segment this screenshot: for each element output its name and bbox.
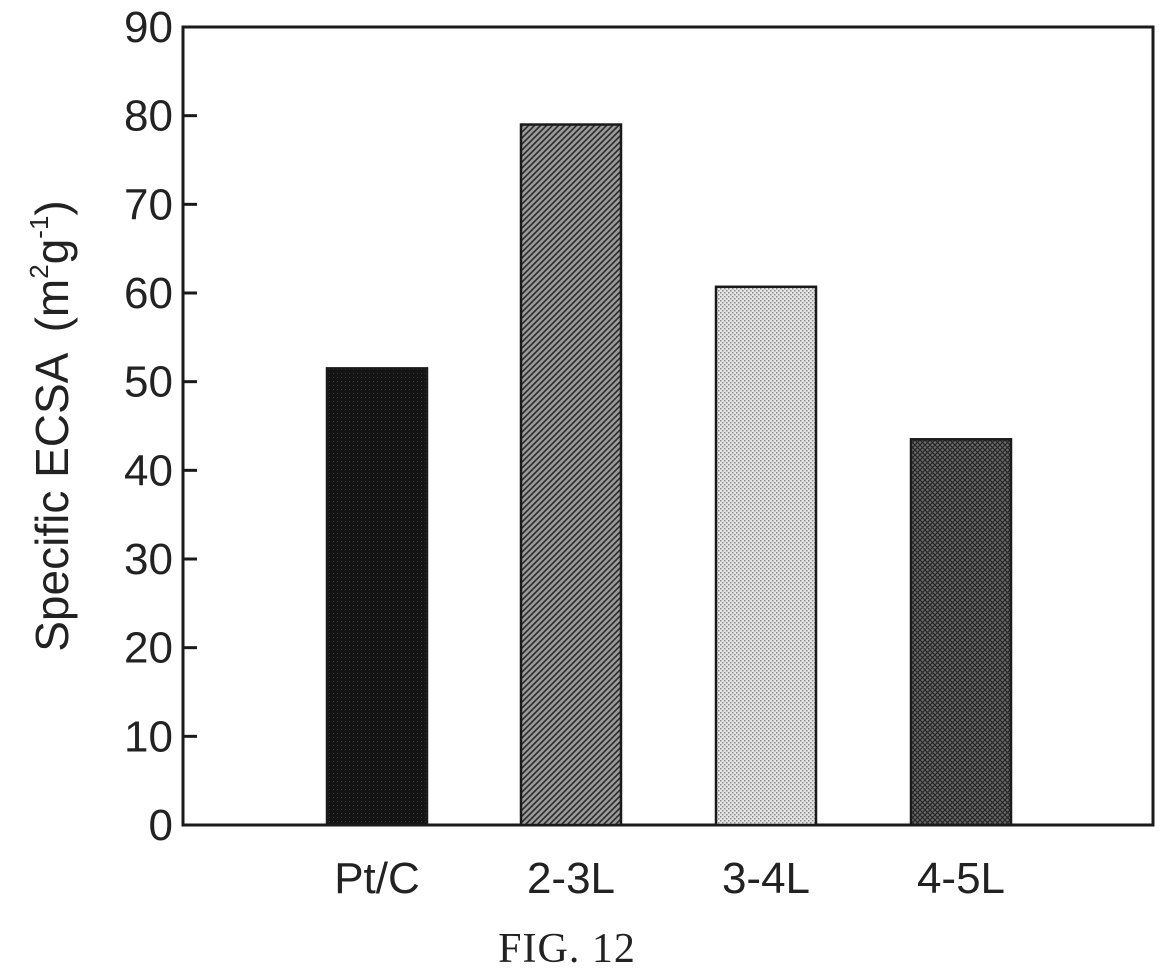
figure-caption: FIG. 12 — [498, 926, 636, 972]
bars — [325, 123, 1013, 827]
y-tick-label: 50 — [124, 358, 173, 407]
y-tick-label: 70 — [124, 180, 173, 229]
x-category-label: Pt/C — [334, 854, 420, 903]
plot-frame — [181, 25, 1155, 827]
y-tick-label: 90 — [124, 3, 173, 52]
x-category-label: 2-3L — [527, 854, 615, 903]
bar-2-3l — [519, 123, 623, 827]
bar-pt-c — [325, 367, 429, 827]
x-category-label: 3-4L — [722, 854, 810, 903]
y-axis-title: Specific ECSA (m2g-1) — [24, 200, 78, 652]
y-tick-label: 40 — [124, 446, 173, 495]
y-axis-tick-labels: 0 10 20 30 40 50 60 70 80 90 — [124, 3, 173, 850]
y-tick-label: 20 — [124, 624, 173, 673]
bar-3-4l — [714, 285, 818, 827]
y-axis-ticks — [183, 25, 197, 827]
y-tick-label: 60 — [124, 269, 173, 318]
y-tick-label: 0 — [149, 801, 173, 850]
bar-4-5l — [909, 438, 1013, 827]
x-category-label: 4-5L — [917, 854, 1005, 903]
x-axis-category-labels: Pt/C 2-3L 3-4L 4-5L — [334, 854, 1005, 903]
y-tick-label: 30 — [124, 535, 173, 584]
y-tick-label: 80 — [124, 92, 173, 141]
y-tick-label: 10 — [124, 712, 173, 761]
